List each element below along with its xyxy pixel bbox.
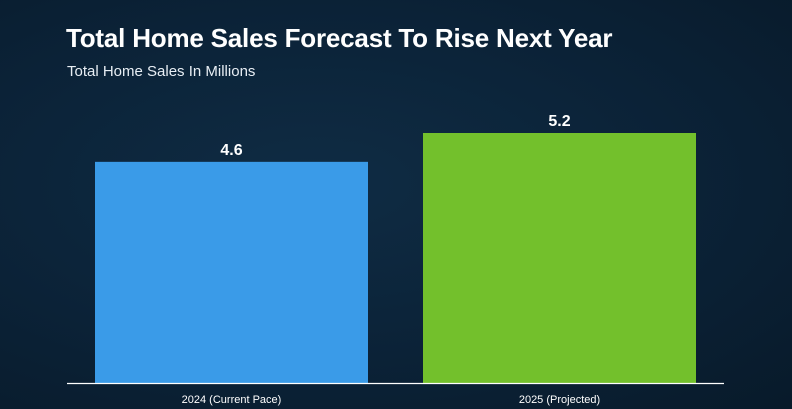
chart-title: Total Home Sales Forecast To Rise Next Y… [66, 23, 613, 53]
category-label-1: 2024 (Current Pace) [182, 394, 282, 406]
labels-layer: 4.6 2024 (Current Pace) 5.2 2025 (Projected… [182, 113, 601, 406]
data-label-1: 4.6 [220, 142, 242, 159]
bar-1 [95, 161, 368, 383]
chart-subtitle: Total Home Sales In Millions [67, 63, 256, 80]
bar-2 [423, 133, 696, 383]
category-label-2: 2025 (Projected) [519, 394, 600, 406]
bars-layer [95, 133, 696, 383]
data-label-2: 5.2 [548, 113, 570, 130]
